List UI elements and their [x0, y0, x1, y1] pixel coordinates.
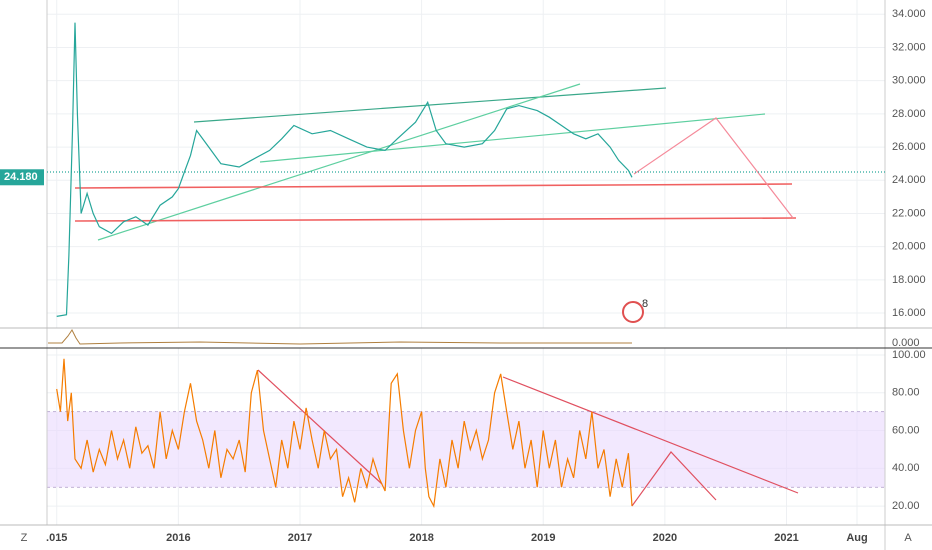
y-tick-label: 20.00 — [892, 500, 920, 512]
y-tick-label: 26.000 — [892, 141, 926, 153]
x-tick-label: 2019 — [531, 532, 555, 544]
support-line — [74, 217, 797, 222]
x-tick-label: 2016 — [166, 532, 190, 544]
trend-line — [259, 113, 766, 163]
y-tick-label: 0.000 — [892, 337, 920, 349]
rsi-band — [47, 411, 885, 488]
x-tick-label: 2021 — [774, 532, 798, 544]
x-tick-label: Aug — [846, 532, 867, 544]
x-tick-label: 2020 — [653, 532, 677, 544]
series-line — [56, 358, 633, 509]
y-tick-label: 80.00 — [892, 387, 920, 399]
trend-line — [257, 369, 383, 485]
auto-button[interactable]: A — [904, 532, 912, 544]
y-tick-label: 22.000 — [892, 207, 926, 219]
last-price-label: 24.180 — [4, 171, 38, 183]
last-price-tag — [0, 169, 44, 186]
support-line — [74, 183, 793, 189]
trend-line — [502, 376, 799, 494]
y-tick-label: 100.00 — [892, 349, 926, 361]
x-tick-label: 2017 — [288, 532, 312, 544]
y-tick-label: 24.000 — [892, 174, 926, 186]
x-tick-label: .015 — [46, 532, 67, 544]
y-tick-label: 40.00 — [892, 462, 920, 474]
y-tick-label: 30.000 — [892, 75, 926, 87]
y-tick-label: 20.000 — [892, 241, 926, 253]
trend-line — [97, 83, 581, 241]
x-tick-label: 2018 — [409, 532, 433, 544]
y-tick-label: 18.000 — [892, 274, 926, 286]
y-tick-label: 34.000 — [892, 8, 926, 20]
grid — [47, 0, 885, 525]
y-tick-label: 16.000 — [892, 307, 926, 319]
series-line — [56, 22, 633, 317]
logo-badge — [622, 301, 644, 323]
trend-line — [193, 87, 667, 123]
badge-count: 8 — [642, 298, 648, 310]
y-tick-label: 60.00 — [892, 424, 920, 436]
y-tick-label: 28.000 — [892, 108, 926, 120]
drawings — [47, 83, 885, 507]
indicator-line — [48, 329, 632, 345]
projection — [631, 451, 717, 507]
y-tick-label: 32.000 — [892, 41, 926, 53]
zoom-button[interactable]: Z — [21, 532, 28, 544]
projection — [633, 117, 794, 219]
marks — [56, 22, 633, 509]
